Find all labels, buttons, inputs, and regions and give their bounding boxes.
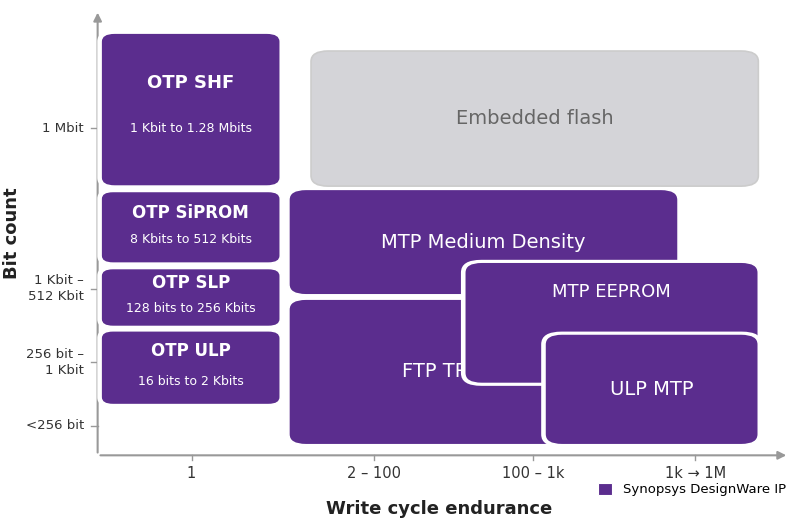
FancyBboxPatch shape — [545, 334, 758, 445]
Text: ULP MTP: ULP MTP — [610, 380, 694, 399]
FancyBboxPatch shape — [101, 33, 280, 186]
FancyBboxPatch shape — [289, 299, 605, 445]
Text: 128 bits to 256 Kbits: 128 bits to 256 Kbits — [126, 302, 256, 315]
FancyBboxPatch shape — [289, 189, 678, 295]
Text: OTP ULP: OTP ULP — [151, 342, 231, 360]
FancyBboxPatch shape — [311, 51, 758, 186]
FancyBboxPatch shape — [97, 31, 284, 188]
Text: Bit count: Bit count — [3, 188, 22, 279]
FancyBboxPatch shape — [101, 268, 280, 327]
FancyBboxPatch shape — [97, 328, 284, 407]
FancyBboxPatch shape — [465, 262, 758, 384]
Text: OTP SLP: OTP SLP — [152, 274, 230, 292]
Text: 2 – 100: 2 – 100 — [348, 466, 401, 481]
Text: 1: 1 — [187, 466, 197, 481]
Text: OTP SiPROM: OTP SiPROM — [133, 204, 249, 221]
Text: Embedded flash: Embedded flash — [456, 109, 614, 128]
Text: 8 Kbits to 512 Kbits: 8 Kbits to 512 Kbits — [129, 233, 252, 246]
Text: 1 Kbit to 1.28 Mbits: 1 Kbit to 1.28 Mbits — [129, 122, 252, 135]
Text: MTP Medium Density: MTP Medium Density — [381, 233, 586, 252]
Text: Write cycle endurance: Write cycle endurance — [326, 500, 552, 518]
Text: 256 bit –
1 Kbit: 256 bit – 1 Kbit — [26, 348, 84, 377]
Text: 1k → 1M: 1k → 1M — [665, 466, 725, 481]
Text: FTP TRIM: FTP TRIM — [403, 362, 491, 382]
Text: 100 – 1k: 100 – 1k — [502, 466, 564, 481]
Text: 1 Mbit: 1 Mbit — [42, 122, 84, 135]
FancyBboxPatch shape — [285, 297, 609, 447]
FancyBboxPatch shape — [541, 331, 762, 447]
FancyBboxPatch shape — [285, 187, 682, 297]
Legend: Synopsys DesignWare IP: Synopsys DesignWare IP — [592, 477, 791, 502]
FancyBboxPatch shape — [101, 331, 280, 405]
Text: <256 bit: <256 bit — [26, 419, 84, 432]
FancyBboxPatch shape — [97, 266, 284, 329]
FancyBboxPatch shape — [97, 189, 284, 266]
Text: 1 Kbit –
512 Kbit: 1 Kbit – 512 Kbit — [28, 274, 84, 303]
FancyBboxPatch shape — [101, 192, 280, 263]
Text: MTP EEPROM: MTP EEPROM — [552, 283, 671, 302]
FancyBboxPatch shape — [461, 260, 762, 386]
Text: 16 bits to 2 Kbits: 16 bits to 2 Kbits — [137, 375, 244, 388]
Text: OTP SHF: OTP SHF — [147, 74, 234, 92]
